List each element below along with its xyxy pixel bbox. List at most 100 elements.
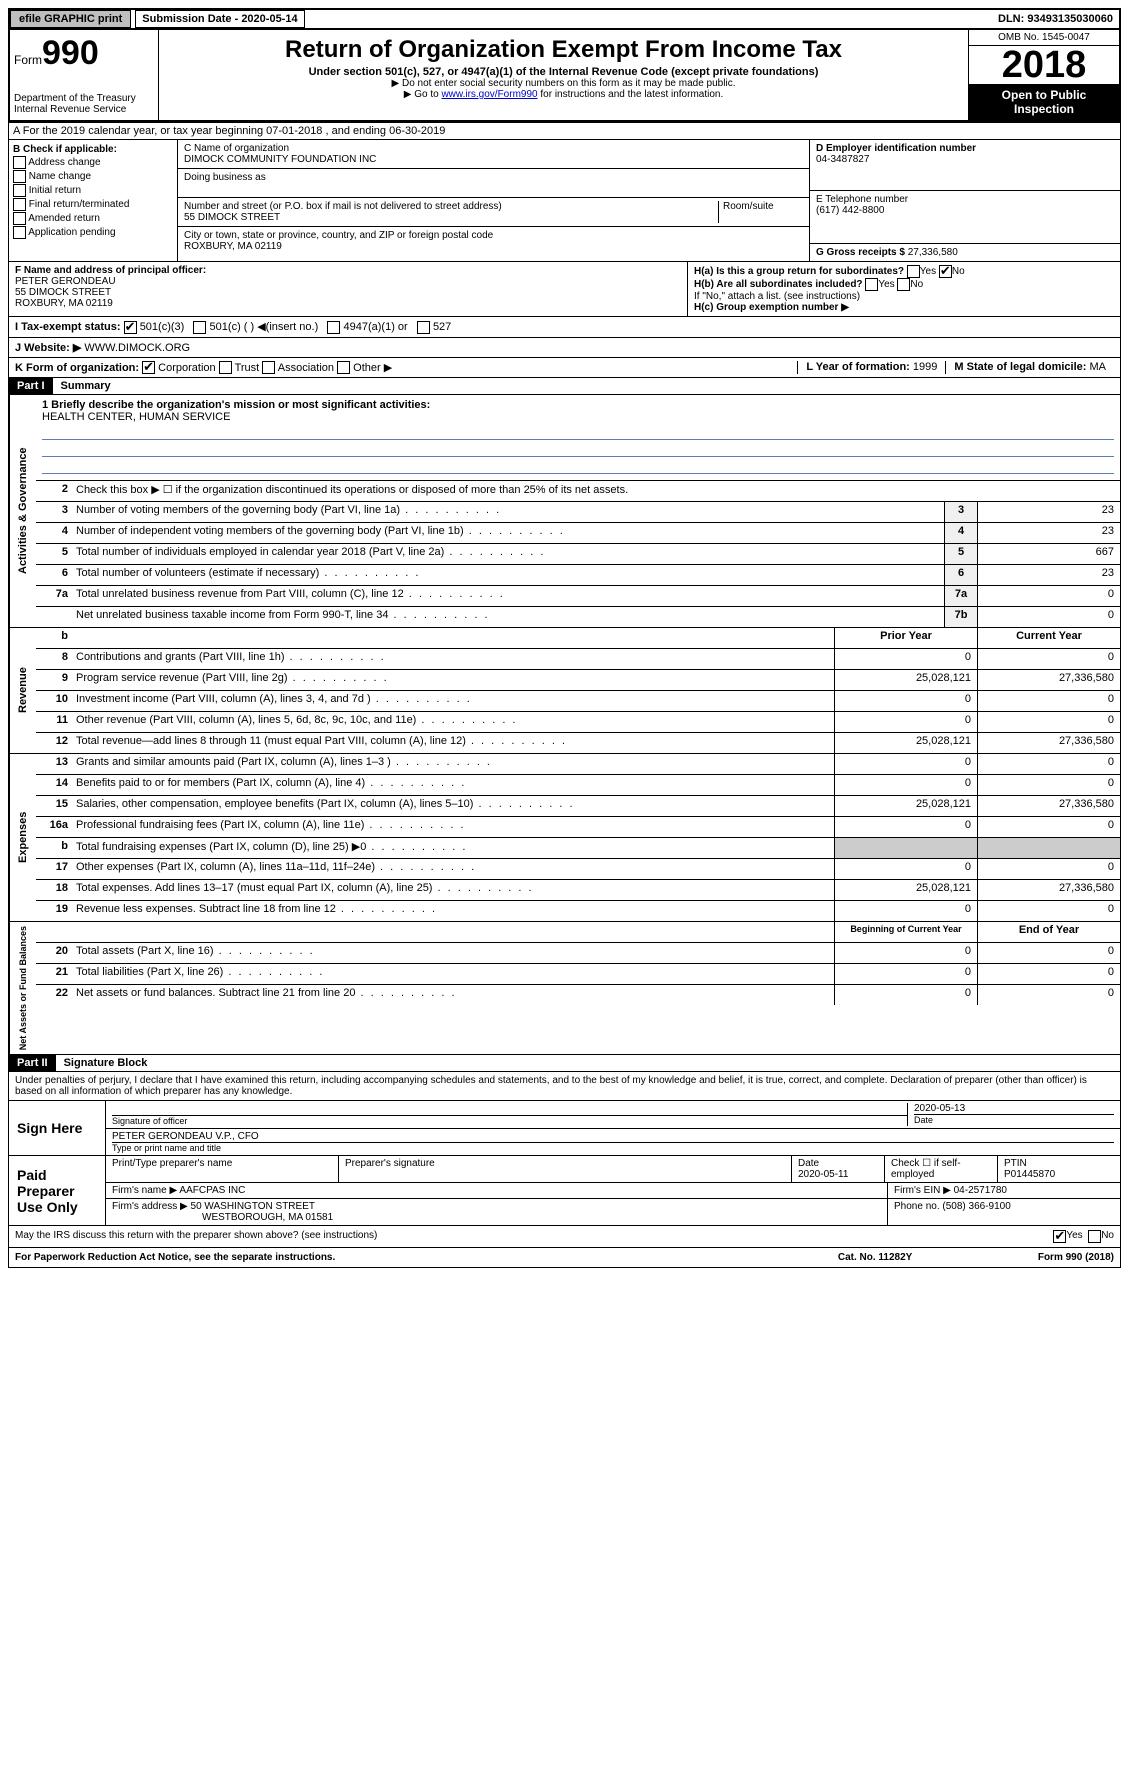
part2-badge: Part II xyxy=(9,1055,56,1071)
info-grid: B Check if applicable: Address change Na… xyxy=(8,140,1121,262)
row-k: K Form of organization: Corporation Trus… xyxy=(8,358,1121,379)
officer-addr1: 55 DIMOCK STREET xyxy=(15,287,681,298)
chk-pending: Application pending xyxy=(13,226,173,239)
ptin-value: P01445870 xyxy=(1004,1169,1114,1180)
officer-label: F Name and address of principal officer: xyxy=(15,265,681,276)
prep-date-label: Date xyxy=(798,1158,878,1169)
table-row: 13 Grants and similar amounts paid (Part… xyxy=(36,754,1120,775)
org-city: ROXBURY, MA 02119 xyxy=(184,241,803,252)
website-label: J Website: ▶ xyxy=(15,342,81,354)
part1-header-row: Part I Summary xyxy=(8,378,1121,395)
table-row: 10 Investment income (Part VIII, column … xyxy=(36,691,1120,712)
form-prefix: Form xyxy=(14,53,42,67)
ein-value: 04-3487827 xyxy=(816,154,1114,165)
side-netassets: Net Assets or Fund Balances xyxy=(9,922,36,1054)
chk-trust[interactable] xyxy=(219,361,232,374)
table-row: 18 Total expenses. Add lines 13–17 (must… xyxy=(36,880,1120,901)
form-header: Form990 Department of the Treasury Inter… xyxy=(8,30,1121,122)
chk-initial: Initial return xyxy=(13,184,173,197)
prior-year-header: Prior Year xyxy=(834,628,977,648)
ein-label: D Employer identification number xyxy=(816,143,1114,154)
chk-other[interactable] xyxy=(337,361,350,374)
chk-assoc[interactable] xyxy=(262,361,275,374)
hb-label: H(b) Are all subordinates included? xyxy=(694,279,863,290)
col-c: C Name of organization DIMOCK COMMUNITY … xyxy=(178,140,810,261)
line2-text: Check this box ▶ ☐ if the organization d… xyxy=(72,481,1120,501)
table-row: 17 Other expenses (Part IX, column (A), … xyxy=(36,859,1120,880)
phone-label: E Telephone number xyxy=(816,194,1114,205)
room-label: Room/suite xyxy=(718,201,803,223)
discuss-text: May the IRS discuss this return with the… xyxy=(15,1230,1053,1243)
netassets-section: Net Assets or Fund Balances Beginning of… xyxy=(8,922,1121,1055)
form-subtitle: Under section 501(c), 527, or 4947(a)(1)… xyxy=(163,66,964,78)
chk-527[interactable] xyxy=(417,321,430,334)
addr-label: Number and street (or P.O. box if mail i… xyxy=(184,201,718,212)
discuss-yes[interactable] xyxy=(1053,1230,1066,1243)
chk-501c3[interactable] xyxy=(124,321,137,334)
table-row: 5 Total number of individuals employed i… xyxy=(36,544,1120,565)
table-row: 8 Contributions and grants (Part VIII, l… xyxy=(36,649,1120,670)
col-b-title: B Check if applicable: xyxy=(13,144,173,155)
firm-name-label: Firm's name ▶ xyxy=(112,1185,177,1196)
table-row: 4 Number of independent voting members o… xyxy=(36,523,1120,544)
ha-no[interactable] xyxy=(939,265,952,278)
table-row: 7a Total unrelated business revenue from… xyxy=(36,586,1120,607)
org-addr: 55 DIMOCK STREET xyxy=(184,212,718,223)
paid-section: Paid Preparer Use Only Print/Type prepar… xyxy=(8,1156,1121,1226)
firm-ein: 04-2571780 xyxy=(954,1185,1007,1196)
chk-name: Name change xyxy=(13,170,173,183)
chk-amended: Amended return xyxy=(13,212,173,225)
topbar: efile GRAPHIC print Submission Date - 20… xyxy=(8,8,1121,30)
beginning-year-header: Beginning of Current Year xyxy=(834,922,977,942)
chk-corp[interactable] xyxy=(142,361,155,374)
sig-officer-label: Signature of officer xyxy=(112,1115,907,1126)
chk-501c[interactable] xyxy=(193,321,206,334)
tax-year: 2018 xyxy=(969,46,1119,84)
open-inspection: Open to Public Inspection xyxy=(969,84,1119,120)
table-row: 19 Revenue less expenses. Subtract line … xyxy=(36,901,1120,921)
col-right: D Employer identification number 04-3487… xyxy=(810,140,1120,261)
paid-preparer-label: Paid Preparer Use Only xyxy=(9,1156,105,1225)
table-row: 22 Net assets or fund balances. Subtract… xyxy=(36,985,1120,1005)
current-year-header: Current Year xyxy=(977,628,1120,648)
tax-exempt-label: I Tax-exempt status: xyxy=(15,321,121,333)
officer-name-title: PETER GERONDEAU V.P., CFO xyxy=(112,1131,1114,1143)
dln: DLN: 93493135030060 xyxy=(992,11,1119,27)
table-row: 14 Benefits paid to or for members (Part… xyxy=(36,775,1120,796)
domicile: MA xyxy=(1090,361,1107,373)
end-year-header: End of Year xyxy=(977,922,1120,942)
governance-section: Activities & Governance 1 Briefly descri… xyxy=(8,395,1121,628)
side-governance: Activities & Governance xyxy=(9,395,36,627)
hb-yes[interactable] xyxy=(865,278,878,291)
officer-addr2: ROXBURY, MA 02119 xyxy=(15,298,681,309)
firm-addr: 50 WASHINGTON STREET xyxy=(191,1201,315,1212)
org-name: DIMOCK COMMUNITY FOUNDATION INC xyxy=(184,154,803,165)
part2-header-row: Part II Signature Block xyxy=(8,1055,1121,1072)
part2-title: Signature Block xyxy=(56,1055,156,1071)
table-row: 21 Total liabilities (Part X, line 26) 0… xyxy=(36,964,1120,985)
form-org-label: K Form of organization: xyxy=(15,362,139,374)
dept-irs: Internal Revenue Service xyxy=(14,104,154,115)
ha-yes[interactable] xyxy=(907,265,920,278)
table-row: 20 Total assets (Part X, line 16) 0 0 xyxy=(36,943,1120,964)
firm-phone: (508) 366-9100 xyxy=(942,1201,1010,1212)
gross-value: 27,336,580 xyxy=(908,247,958,258)
self-employed: Check ☐ if self-employed xyxy=(885,1156,998,1182)
table-row: 9 Program service revenue (Part VIII, li… xyxy=(36,670,1120,691)
efile-button[interactable]: efile GRAPHIC print xyxy=(10,10,131,28)
form-number: 990 xyxy=(42,34,99,72)
year-formation: 1999 xyxy=(913,361,937,373)
hb-no[interactable] xyxy=(897,278,910,291)
discuss-no[interactable] xyxy=(1088,1230,1101,1243)
perjury-text: Under penalties of perjury, I declare th… xyxy=(8,1072,1121,1101)
preparer-sig-label: Preparer's signature xyxy=(345,1158,785,1169)
year-formation-label: L Year of formation: xyxy=(806,361,910,373)
firm-addr-label: Firm's address ▶ xyxy=(112,1201,188,1212)
chk-4947[interactable] xyxy=(327,321,340,334)
dept-treasury: Department of the Treasury xyxy=(14,93,154,104)
revenue-section: Revenue b Prior Year Current Year 8 Cont… xyxy=(8,628,1121,754)
hc-label: H(c) Group exemption number ▶ xyxy=(694,302,1114,313)
irs-link[interactable]: www.irs.gov/Form990 xyxy=(441,89,537,100)
cat-number: Cat. No. 11282Y xyxy=(838,1252,1038,1263)
note-goto-post: for instructions and the latest informat… xyxy=(538,89,724,100)
